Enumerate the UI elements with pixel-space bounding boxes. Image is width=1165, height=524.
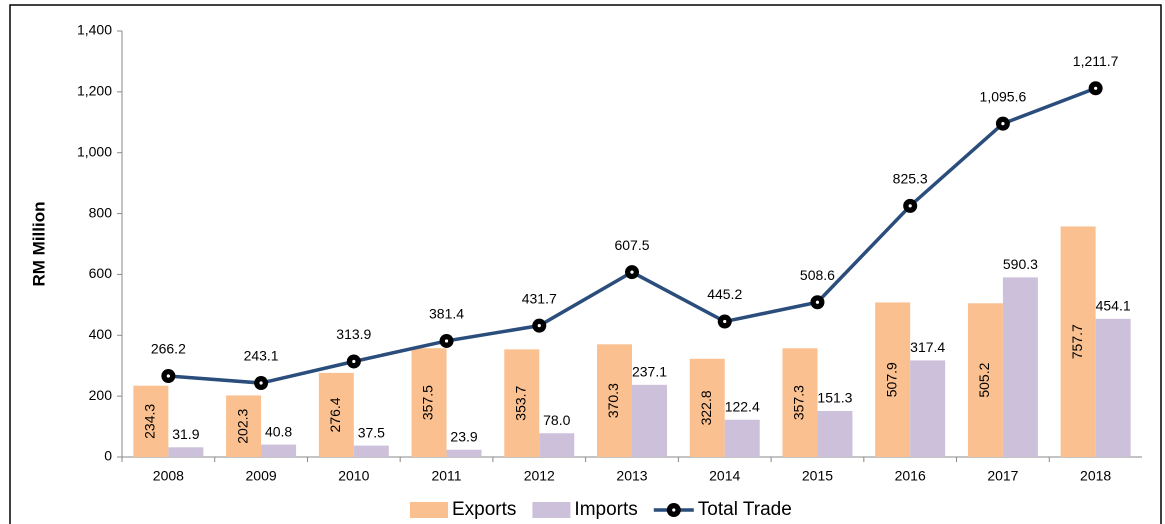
data-label: 1,211.7 xyxy=(1073,53,1119,69)
data-label: 237.1 xyxy=(632,364,667,380)
data-label: 757.7 xyxy=(1069,324,1085,359)
bar xyxy=(910,360,946,457)
x-tick-label: 2013 xyxy=(616,468,647,484)
data-label: 276.4 xyxy=(327,397,343,432)
x-tick-label: 2018 xyxy=(1080,468,1111,484)
x-tick-label: 2009 xyxy=(246,468,277,484)
bar xyxy=(875,302,911,457)
x-tick-label: 2012 xyxy=(524,468,555,484)
data-label: 243.1 xyxy=(244,348,279,364)
y-tick-label: 0 xyxy=(104,448,112,464)
line xyxy=(168,86,1097,385)
marker-dot xyxy=(537,324,541,328)
marker-dot xyxy=(352,359,356,364)
chart-frame xyxy=(9,4,1162,524)
bar xyxy=(261,444,297,457)
data-label: 507.9 xyxy=(883,362,899,397)
y-axis-label: RM Million xyxy=(29,202,48,287)
data-label: 122.4 xyxy=(725,398,760,414)
bar xyxy=(539,433,575,457)
data-label: 313.9 xyxy=(336,326,371,342)
data-label: 322.8 xyxy=(698,390,714,425)
data-label: 370.3 xyxy=(605,383,621,418)
bar xyxy=(133,385,169,457)
bar xyxy=(632,384,667,457)
bar xyxy=(1002,277,1038,457)
y-tick-label: 800 xyxy=(89,204,113,220)
data-label: 37.5 xyxy=(358,424,385,440)
bar xyxy=(353,445,389,457)
data-label: 40.8 xyxy=(265,423,292,439)
marker-dot xyxy=(630,270,634,274)
x-tick-label: 2016 xyxy=(895,468,926,484)
bar xyxy=(504,349,540,457)
data-label: 590.3 xyxy=(1003,256,1038,272)
marker-dot xyxy=(815,300,820,304)
x-tick-label: 2010 xyxy=(338,468,369,484)
marker-dot xyxy=(444,339,449,343)
legend-dot xyxy=(672,508,676,512)
data-label: 353.7 xyxy=(512,385,528,420)
data-label: 445.2 xyxy=(707,286,742,302)
y-tick-label: 1,200 xyxy=(77,83,112,99)
y-tick-label: 600 xyxy=(89,265,113,281)
bar xyxy=(597,344,632,457)
marker-dot xyxy=(259,381,263,385)
data-label: 23.9 xyxy=(450,428,477,444)
data-label: 31.9 xyxy=(172,426,199,442)
legend-label: Exports xyxy=(452,499,516,520)
data-label: 151.3 xyxy=(817,390,852,406)
bar xyxy=(446,449,482,457)
x-tick-label: 2008 xyxy=(153,468,184,484)
bar xyxy=(1060,226,1096,457)
data-label: 357.5 xyxy=(420,385,436,420)
marker-dot xyxy=(1094,86,1098,90)
bar xyxy=(817,410,853,457)
x-tick-label: 2017 xyxy=(987,468,1018,484)
data-label: 607.5 xyxy=(614,237,649,253)
x-tick-label: 2011 xyxy=(431,468,461,484)
marker-dot xyxy=(908,204,912,208)
data-label: 381.4 xyxy=(429,306,464,322)
data-label: 454.1 xyxy=(1096,298,1131,314)
y-tick-label: 1,000 xyxy=(77,143,112,159)
legend-swatch xyxy=(532,502,571,518)
marker-dot xyxy=(723,319,727,324)
bar xyxy=(318,372,354,457)
y-tick-label: 200 xyxy=(89,387,113,403)
bar xyxy=(782,348,818,457)
data-label: 234.3 xyxy=(142,404,158,439)
data-label: 1,095.6 xyxy=(980,88,1027,104)
data-label: 317.4 xyxy=(910,339,945,355)
bar xyxy=(226,395,262,457)
y-tick-label: 400 xyxy=(89,326,113,342)
data-label: 78.0 xyxy=(543,412,570,428)
data-label: 266.2 xyxy=(151,341,186,357)
marker-dot xyxy=(1001,122,1005,126)
legend-label: Total Trade xyxy=(698,499,792,520)
data-label: 357.3 xyxy=(791,385,807,420)
data-label: 508.6 xyxy=(800,267,835,283)
bar xyxy=(689,358,725,457)
x-tick-label: 2014 xyxy=(709,468,740,484)
bar xyxy=(1095,318,1131,457)
legend-swatch xyxy=(410,502,448,518)
data-label: 825.3 xyxy=(893,171,928,187)
bar xyxy=(168,447,204,457)
data-label: 505.2 xyxy=(976,362,992,397)
marker-dot xyxy=(166,374,170,378)
x-tick-label: 2015 xyxy=(802,468,833,484)
bar xyxy=(411,348,447,457)
bar xyxy=(724,419,760,457)
data-label: 202.3 xyxy=(234,408,250,443)
data-label: 431.7 xyxy=(522,290,557,306)
y-tick-label: 1,400 xyxy=(77,22,112,38)
legend-label: Imports xyxy=(574,499,637,520)
bar xyxy=(967,303,1003,457)
